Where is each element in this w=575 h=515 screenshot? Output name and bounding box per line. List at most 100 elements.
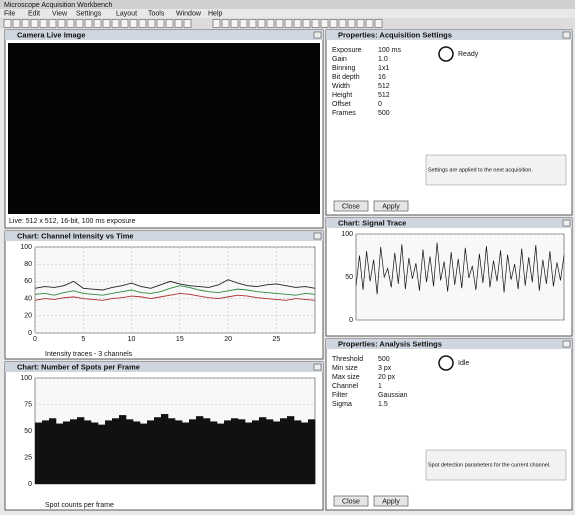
toolbar-button[interactable] xyxy=(13,20,20,28)
button-label[interactable]: Apply xyxy=(382,498,400,505)
toolbar-button[interactable] xyxy=(184,20,191,28)
panel-title: Properties: Analysis Settings xyxy=(338,339,442,348)
toolbar-button[interactable] xyxy=(312,20,319,28)
button-label[interactable]: Close xyxy=(342,203,360,210)
toolbar-button[interactable] xyxy=(357,20,364,28)
toolbar-button[interactable] xyxy=(103,20,110,28)
menu-item[interactable]: Tools xyxy=(148,10,165,17)
bar xyxy=(175,420,182,484)
bar xyxy=(70,419,77,484)
bar xyxy=(203,418,210,484)
menu-item[interactable]: Window xyxy=(176,10,202,17)
bar xyxy=(154,417,161,484)
bar xyxy=(42,420,49,484)
toolbar-button[interactable] xyxy=(258,20,265,28)
toolbar-button[interactable] xyxy=(130,20,137,28)
property-value: 1.0 xyxy=(378,56,388,63)
toolbar-button[interactable] xyxy=(166,20,173,28)
bar xyxy=(308,419,315,484)
info-text: Ready xyxy=(458,51,479,58)
toolbar-button[interactable] xyxy=(267,20,274,28)
y-tick-label: 100 xyxy=(341,231,353,238)
toolbar-button[interactable] xyxy=(139,20,146,28)
bar xyxy=(168,418,175,484)
toolbar-button[interactable] xyxy=(49,20,56,28)
toolbar-button[interactable] xyxy=(85,20,92,28)
property-value: 16 xyxy=(378,74,386,81)
toolbar-button[interactable] xyxy=(339,20,346,28)
menu-item[interactable]: View xyxy=(52,10,68,17)
window-title: Microscope Acquisition Workbench xyxy=(4,2,113,9)
property-value: Gaussian xyxy=(378,392,408,399)
close-button[interactable] xyxy=(314,233,321,239)
y-tick-label: 0 xyxy=(28,330,32,337)
menu-item[interactable]: Edit xyxy=(28,10,40,17)
toolbar-button[interactable] xyxy=(231,20,238,28)
toolbar-button[interactable] xyxy=(375,20,382,28)
button-label[interactable]: Close xyxy=(342,498,360,505)
menu-item[interactable]: Help xyxy=(208,10,223,17)
property-value: 3 px xyxy=(378,365,392,372)
close-button[interactable] xyxy=(563,32,570,38)
bar xyxy=(77,417,84,484)
toolbar-button[interactable] xyxy=(22,20,29,28)
toolbar-button[interactable] xyxy=(175,20,182,28)
property-name: Height xyxy=(332,92,352,99)
toolbar-button[interactable] xyxy=(112,20,119,28)
app-window: Microscope Acquisition Workbench File Edi… xyxy=(0,0,575,515)
toolbar-button[interactable] xyxy=(303,20,310,28)
y-tick-label: 0 xyxy=(28,481,32,488)
toolbar-button[interactable] xyxy=(249,20,256,28)
toolbar-button[interactable] xyxy=(94,20,101,28)
menu-item[interactable]: Settings xyxy=(76,10,102,17)
y-tick-label: 20 xyxy=(24,313,32,320)
toolbar-button[interactable] xyxy=(157,20,164,28)
toolbar-button[interactable] xyxy=(40,20,47,28)
toolbar-button[interactable] xyxy=(222,20,229,28)
bar xyxy=(161,414,168,484)
bar xyxy=(259,417,266,484)
bar xyxy=(182,423,189,484)
toolbar-button[interactable] xyxy=(4,20,11,28)
toolbar-button[interactable] xyxy=(121,20,128,28)
menu-item[interactable]: Layout xyxy=(116,10,137,17)
bar xyxy=(49,418,56,484)
info-text: Idle xyxy=(458,360,469,367)
close-button[interactable] xyxy=(314,32,321,38)
property-name: Threshold xyxy=(332,356,363,363)
button-label[interactable]: Apply xyxy=(382,203,400,210)
toolbar-button[interactable] xyxy=(58,20,65,28)
toolbar-button[interactable] xyxy=(276,20,283,28)
bar xyxy=(273,421,280,484)
property-value: 1 xyxy=(378,383,382,390)
toolbar-button[interactable] xyxy=(285,20,292,28)
toolbar-button[interactable] xyxy=(330,20,337,28)
toolbar-button[interactable] xyxy=(148,20,155,28)
bar xyxy=(147,420,154,484)
y-tick-label: 80 xyxy=(24,261,32,268)
x-tick-label: 20 xyxy=(224,336,232,343)
y-tick-label: 40 xyxy=(24,295,32,302)
close-button[interactable] xyxy=(563,341,570,347)
property-name: Exposure xyxy=(332,47,362,54)
y-tick-label: 0 xyxy=(349,317,353,324)
toolbar-button[interactable] xyxy=(321,20,328,28)
toolbar-button[interactable] xyxy=(348,20,355,28)
bar xyxy=(252,420,259,484)
toolbar-button[interactable] xyxy=(67,20,74,28)
bar xyxy=(112,418,119,484)
close-button[interactable] xyxy=(314,364,321,370)
toolbar-button[interactable] xyxy=(213,20,220,28)
toolbar-button[interactable] xyxy=(76,20,83,28)
bar xyxy=(287,416,294,484)
menu-item[interactable]: File xyxy=(4,10,15,17)
toolbar-button[interactable] xyxy=(240,20,247,28)
toolbar-button[interactable] xyxy=(31,20,38,28)
toolbar-button[interactable] xyxy=(366,20,373,28)
bar xyxy=(280,418,287,484)
panel-title: Camera Live Image xyxy=(17,30,85,39)
close-button[interactable] xyxy=(563,220,570,226)
y-tick-label: 50 xyxy=(345,274,353,281)
toolbar-button[interactable] xyxy=(294,20,301,28)
property-name: Channel xyxy=(332,383,359,390)
